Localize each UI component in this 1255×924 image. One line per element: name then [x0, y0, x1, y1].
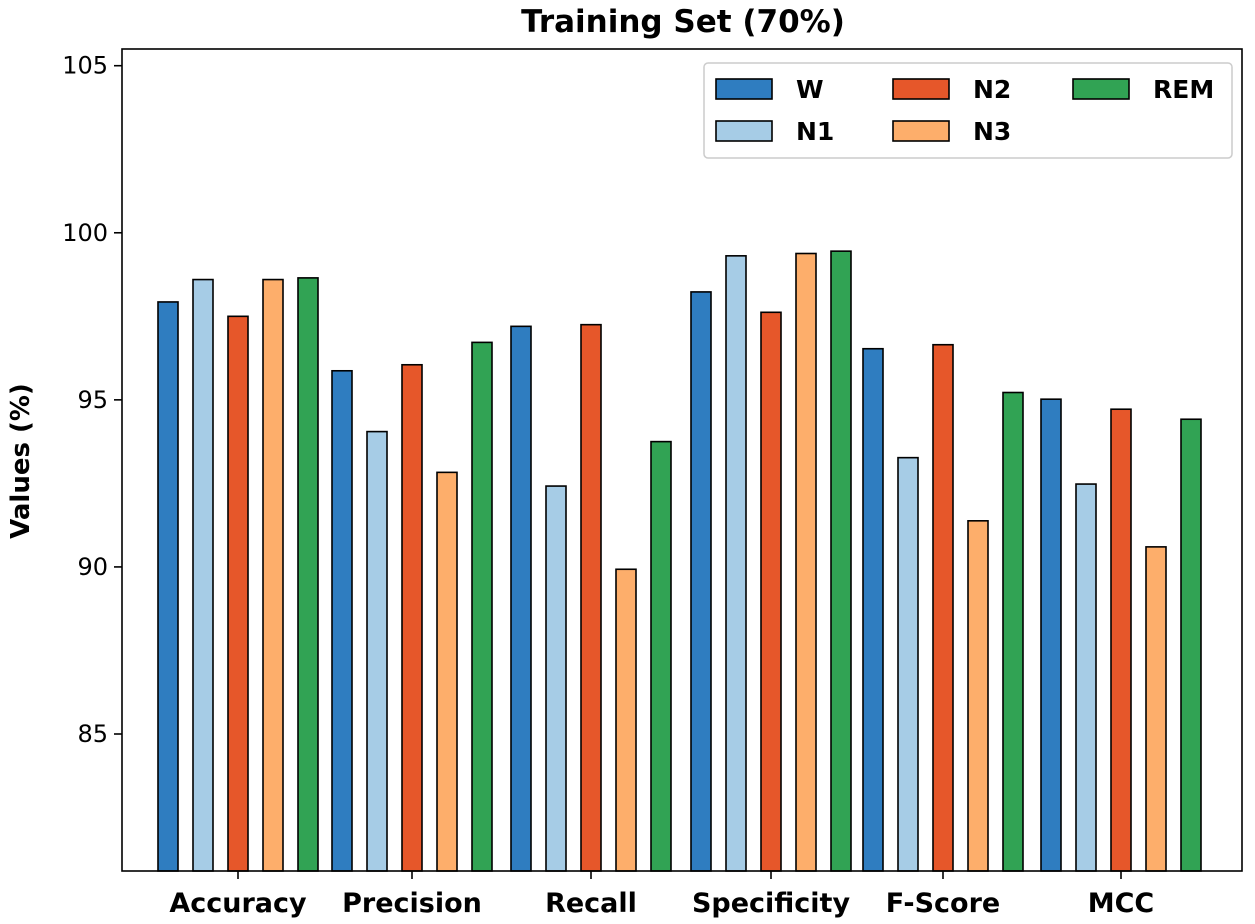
bar-n1-specificity — [725, 255, 747, 872]
y-tick-label: 100 — [62, 219, 108, 247]
legend-swatch-n3 — [892, 120, 950, 142]
x-tick-label: MCC — [1088, 888, 1155, 919]
bar-n3-precision — [436, 471, 458, 872]
bar-n1-precision — [366, 430, 388, 872]
legend: W N1 N2 N3 REM — [703, 62, 1233, 159]
bar-n2-accuracy — [227, 315, 249, 872]
bars — [157, 250, 1202, 872]
bar-n2-specificity — [760, 311, 782, 872]
bar-n1-recall — [545, 485, 567, 872]
bar-n2-mcc — [1110, 408, 1132, 872]
bar-n2-recall — [580, 323, 602, 872]
bar-n1-f-score — [897, 456, 919, 872]
x-tick-label: Accuracy — [169, 888, 307, 919]
bar-w-recall — [510, 325, 532, 872]
bar-rem-specificity — [830, 250, 852, 872]
x-tick-label: Recall — [545, 888, 637, 919]
x-tick-label: Specificity — [692, 888, 851, 919]
bar-w-precision — [331, 369, 353, 872]
bar-n3-accuracy — [262, 278, 284, 872]
bar-rem-precision — [471, 341, 493, 872]
legend-swatch-n2 — [892, 78, 950, 100]
y-tick-label: 90 — [77, 553, 108, 581]
bar-n3-f-score — [967, 520, 989, 872]
legend-label-w: W — [796, 75, 824, 104]
bar-n1-accuracy — [192, 278, 214, 872]
bar-w-specificity — [690, 291, 712, 872]
bar-n3-recall — [615, 568, 637, 872]
bar-w-f-score — [862, 347, 884, 872]
legend-swatch-rem — [1072, 78, 1130, 100]
x-tick-label: F-Score — [886, 888, 1000, 919]
bar-rem-f-score — [1002, 391, 1024, 872]
y-tick-label: 95 — [77, 386, 108, 414]
y-tick-label: 85 — [77, 720, 108, 748]
legend-swatch-w — [715, 78, 773, 100]
bar-n1-mcc — [1075, 483, 1097, 872]
x-tick-label: Precision — [342, 888, 482, 919]
bar-rem-accuracy — [297, 277, 319, 872]
bar-n2-f-score — [932, 343, 954, 872]
bar-w-mcc — [1040, 398, 1062, 872]
legend-label-n1: N1 — [796, 117, 834, 146]
chart-title: Training Set (70%) — [521, 4, 845, 40]
legend-label-n2: N2 — [973, 75, 1011, 104]
y-tick-label: 105 — [62, 52, 108, 80]
bar-n2-precision — [401, 363, 423, 872]
y-axis-label: Values (%) — [6, 383, 36, 539]
bar-w-accuracy — [157, 301, 179, 872]
y-axis: 85 90 95 100 105 — [62, 52, 122, 748]
legend-label-rem: REM — [1153, 75, 1214, 104]
legend-label-n3: N3 — [973, 117, 1011, 146]
plot-frame — [121, 48, 1243, 872]
bar-rem-recall — [650, 440, 672, 872]
bar-rem-mcc — [1180, 418, 1202, 872]
bar-n3-specificity — [795, 252, 817, 872]
x-axis: Accuracy Precision Recall Specificity F-Scor… — [169, 871, 1154, 919]
bar-n3-mcc — [1145, 546, 1167, 872]
legend-swatch-n1 — [715, 120, 773, 142]
